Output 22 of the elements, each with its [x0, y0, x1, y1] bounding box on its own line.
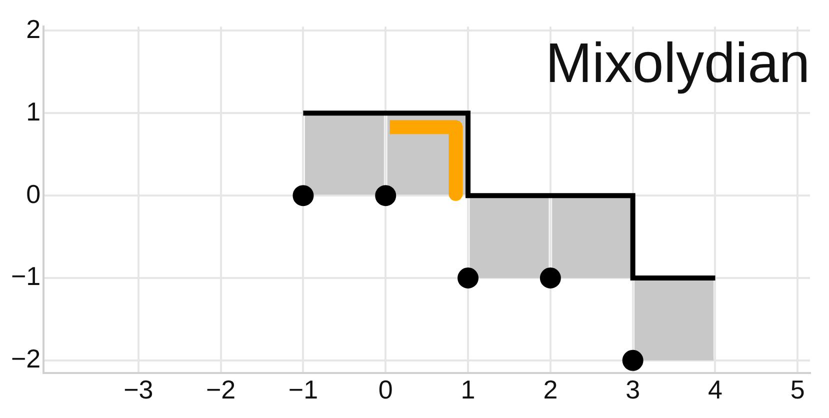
y-tick-label: 2: [26, 14, 41, 44]
x-tick-label: −3: [124, 374, 154, 405]
bar: [552, 196, 632, 278]
point: [375, 185, 396, 206]
x-tick-label: −1: [288, 374, 318, 405]
x-tick-label: −2: [206, 374, 236, 405]
chart-title: Mixolydian: [545, 31, 810, 94]
y-tick-label: 1: [26, 96, 41, 126]
x-tick-label: 2: [543, 374, 558, 405]
x-tick-label: 3: [626, 374, 640, 405]
bar: [470, 196, 549, 278]
y-tick-label: −2: [10, 344, 41, 374]
point: [622, 350, 644, 371]
y-tick-label: −1: [10, 261, 41, 292]
point: [540, 268, 561, 289]
x-tick-label: 0: [378, 374, 393, 405]
point: [458, 268, 479, 289]
x-tick-label: 1: [460, 374, 476, 405]
point: [292, 185, 314, 206]
x-tick-label: 4: [708, 374, 722, 405]
x-tick-label: 5: [790, 374, 805, 405]
y-tick-label: 0: [26, 178, 41, 209]
